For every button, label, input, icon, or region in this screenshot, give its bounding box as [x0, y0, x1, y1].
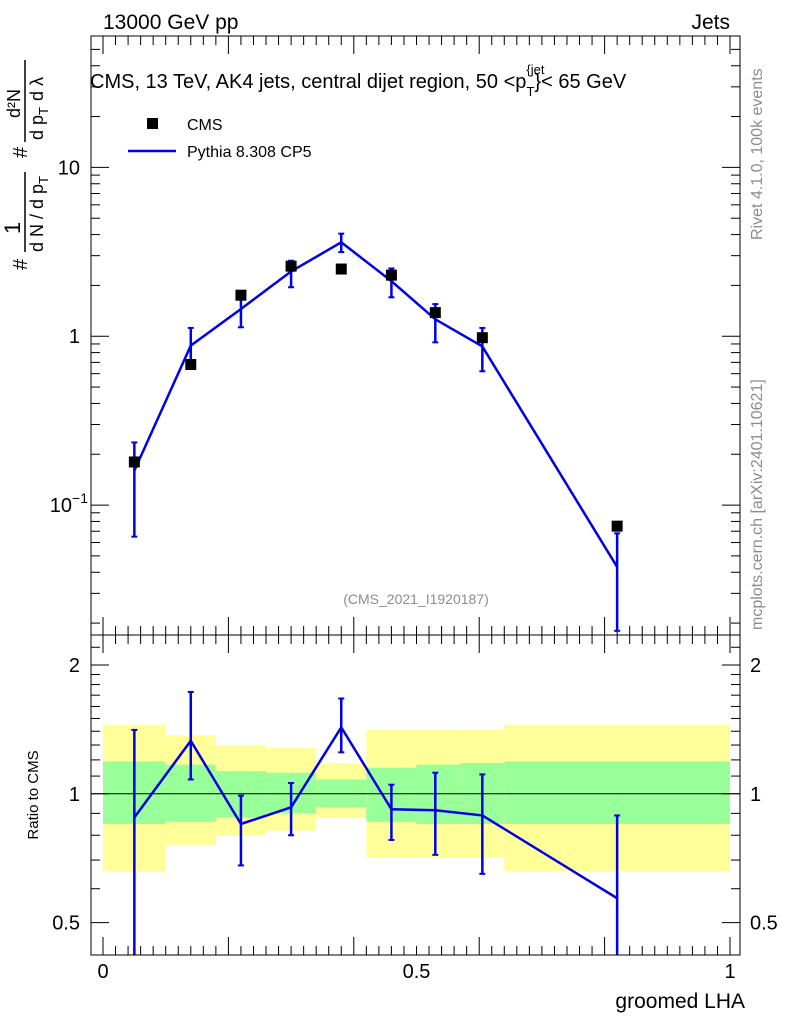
legend: CMS Pythia 8.308 CP5 — [128, 117, 312, 161]
main-ytick-label: 10−1 — [50, 490, 88, 517]
ratio-ytick-label-right: 1 — [750, 784, 761, 806]
rivet-label: Rivet 4.1.0, 100k events — [749, 68, 766, 240]
ratio-panel: 0.5 0.5 1 1 2 2 0 0.5 1 Ratio to CMS groomed LH… — [25, 634, 778, 1013]
cms-data-point — [128, 456, 140, 468]
cms-data-point — [385, 269, 397, 281]
svg-text:#: # — [10, 258, 32, 270]
cms-data-point — [476, 332, 488, 344]
x-tick-label: 1 — [724, 961, 735, 983]
ratio-ytick-label-right: 0.5 — [750, 913, 778, 935]
category-label: Jets — [691, 11, 730, 34]
cms-data-point — [285, 260, 297, 272]
svg-text:1: 1 — [0, 222, 25, 234]
x-tick-label: 0 — [97, 961, 108, 983]
pythia-line — [133, 240, 619, 568]
energy-label: 13000 GeV pp — [103, 11, 238, 34]
svg-text:d N / d pT: d N / d pT — [27, 176, 51, 252]
ratio-ytick-label-left: 1 — [69, 784, 80, 806]
mcplots-label: mcplots.cern.ch [arXiv:2401.10621] — [749, 379, 766, 630]
ratio-ylabel: Ratio to CMS — [25, 750, 42, 839]
analysis-watermark: (CMS_2021_I1920187) — [343, 591, 489, 607]
legend-cms-label: CMS — [187, 117, 223, 134]
ratio-ytick-label-left: 0.5 — [52, 913, 80, 935]
cms-data-point — [185, 359, 197, 371]
cms-data-point — [429, 307, 441, 319]
main-ylabel: # 1 d N / d pT # d²N d pTd λ — [0, 60, 51, 270]
cms-data-point — [611, 520, 623, 532]
ratio-ytick-label-right: 2 — [750, 655, 761, 677]
cms-data-point — [235, 289, 247, 301]
svg-text:#: # — [10, 146, 32, 158]
main-panel: CMS, 13 TeV, AK4 jets, central dijet reg… — [0, 35, 741, 636]
data-uncertainty-inner-band — [504, 761, 730, 824]
cms-data-point — [335, 263, 347, 275]
data-uncertainty-inner-band — [416, 764, 461, 824]
x-axis-title: groomed LHA — [615, 990, 745, 1013]
x-tick-label: 0.5 — [403, 961, 431, 983]
plot-title: CMS, 13 TeV, AK4 jets, central dijet reg… — [90, 62, 627, 99]
svg-text:d²N: d²N — [4, 89, 24, 118]
svg-text:d pTd λ: d pTd λ — [27, 77, 51, 140]
main-ytick-label: 1 — [69, 326, 80, 348]
main-ytick-label: 10 — [58, 157, 80, 179]
legend-cms-marker — [147, 118, 158, 129]
ratio-frame — [90, 634, 741, 956]
legend-pythia-label: Pythia 8.308 CP5 — [187, 144, 312, 161]
ratio-ytick-label-left: 2 — [69, 655, 80, 677]
